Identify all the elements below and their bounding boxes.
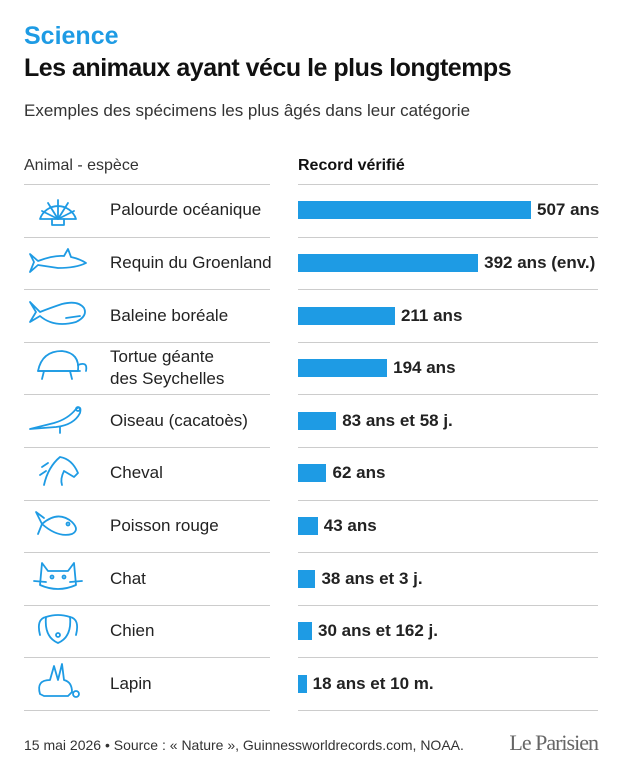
logo: Le Parisien [509, 730, 599, 755]
column-header: Record vérifié [298, 157, 405, 174]
bar [298, 516, 318, 535]
separator [24, 289, 270, 291]
value-label: 211 ans [400, 305, 463, 325]
value-label: 38 ans et 3 j. [321, 568, 423, 588]
category-label: Chat [110, 568, 146, 588]
category-label: Tortue géante des Seychelles [110, 347, 225, 389]
category-label: Lapin [110, 673, 152, 693]
bar [298, 569, 316, 588]
bar [298, 306, 395, 325]
separator [24, 447, 270, 448]
separator [298, 289, 598, 291]
bar [298, 359, 388, 378]
value-label: 83 ans et 58 j. [342, 410, 453, 430]
value-label: 392 ans (env.) [484, 252, 596, 272]
bar [298, 201, 531, 220]
separator [24, 657, 270, 659]
value-label: 194 ans [393, 358, 456, 378]
separator [298, 184, 598, 185]
separator [24, 499, 270, 501]
separator [24, 710, 270, 711]
category-label: Palourde océanique [110, 200, 262, 220]
category-label: Baleine boréale [110, 305, 229, 325]
separator [298, 499, 598, 501]
bar [298, 411, 337, 430]
source: 15 mai 2026 • Source : « Nature », Guinn… [24, 737, 464, 753]
separator [298, 394, 598, 396]
category-label: Poisson rouge [110, 515, 219, 535]
value-label: 18 ans et 10 m. [312, 673, 434, 693]
separator [298, 604, 598, 606]
separator [298, 447, 598, 448]
subtitle: Exemples des spécimens les plus âgés dan… [24, 101, 471, 120]
separator [24, 552, 270, 554]
separator [298, 657, 598, 659]
value-label: 62 ans [332, 463, 386, 483]
category-label: Oiseau (cacatoès) [110, 410, 248, 430]
separator [298, 552, 598, 554]
column-header: Animal - espèce [24, 157, 139, 174]
separator [298, 236, 598, 238]
separator [298, 710, 598, 711]
category-label: Cheval [110, 463, 163, 483]
value-label: 43 ans [323, 515, 377, 535]
bar [298, 674, 307, 693]
separator [24, 236, 270, 238]
section: Science [24, 22, 119, 50]
bar [298, 464, 327, 483]
category-label: Requin du Groenland [110, 252, 272, 272]
value-label: 30 ans et 162 j. [317, 621, 439, 641]
category-label: Chien [110, 621, 155, 641]
separator [24, 184, 270, 185]
separator [24, 341, 270, 343]
separator [24, 394, 270, 396]
bar [298, 253, 479, 272]
separator [298, 341, 598, 343]
title: Les animaux ayant vécu le plus longtemps [24, 54, 512, 82]
icons [29, 199, 88, 698]
separator [24, 604, 270, 606]
bar [298, 622, 312, 641]
value-label: 507 ans [537, 200, 600, 220]
